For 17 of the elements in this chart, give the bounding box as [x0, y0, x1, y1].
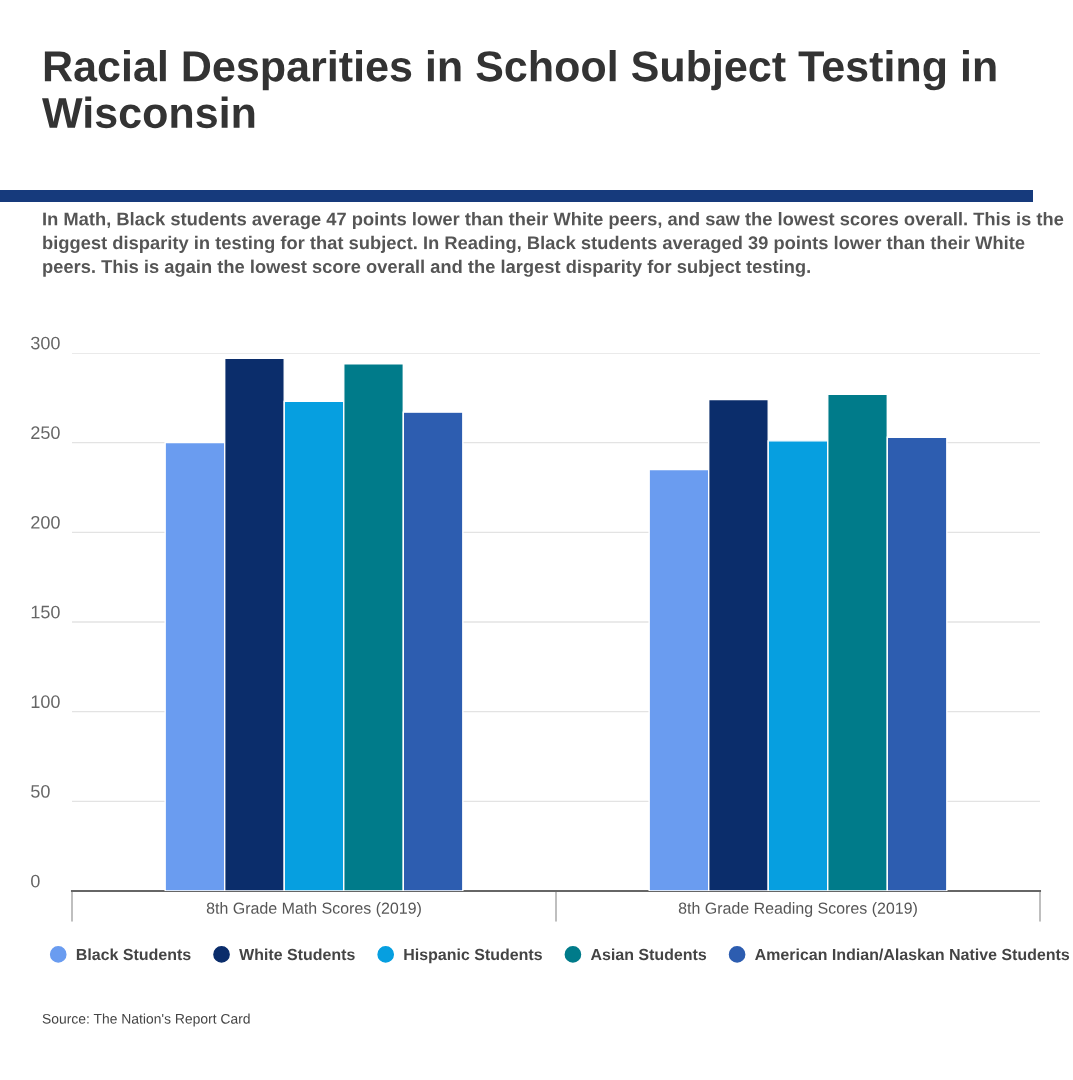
x-tick-label: 8th Grade Reading Scores (2019) — [678, 902, 917, 917]
legend-label: White Students — [239, 948, 355, 961]
y-tick-label: 250 — [31, 426, 60, 440]
y-tick-label: 200 — [31, 515, 60, 529]
y-tick-label: 50 — [31, 784, 50, 798]
x-tick-label: 8th Grade Math Scores (2019) — [206, 902, 421, 917]
legend-label: Black Students — [76, 948, 191, 961]
y-tick-label: 100 — [31, 695, 60, 709]
chart-title: Racial Desparities in School Subject Testing in Wisconsin — [42, 50, 996, 129]
legend-label: Asian Students — [590, 948, 707, 961]
y-tick-label: 150 — [31, 605, 60, 619]
legend-label: American Indian/Alaskan Native Students — [755, 948, 1070, 961]
y-tick-label: 0 — [31, 874, 40, 888]
source-note: Source: The Nation's Report Card — [42, 1013, 250, 1027]
legend-label: Hispanic Students — [404, 948, 542, 964]
y-tick-label: 300 — [31, 336, 60, 350]
chart-subtitle: In Math, Black students average 47 points lower than their White peers, and saw the lowest scores overall. This is the biggest disparity in testing for that subject. In Reading, Black students averaged 39 points lower than their White peers. This is again the lowest score overall and the largest disparity for subject testing. — [43, 212, 1064, 277]
